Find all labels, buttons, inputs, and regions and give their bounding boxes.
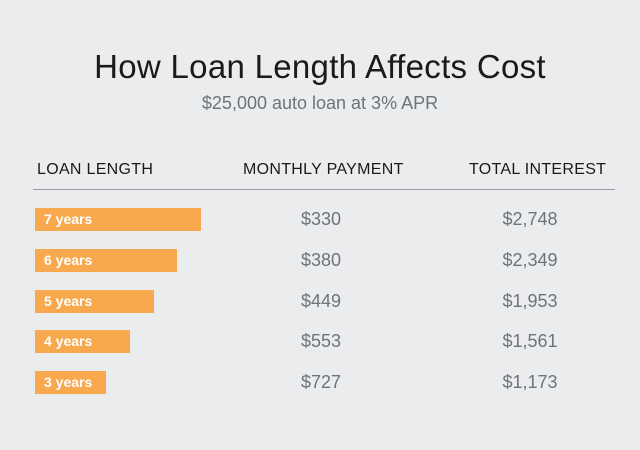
column-header-total-interest: TOTAL INTEREST [469, 161, 607, 178]
loan-length-bar [35, 371, 106, 394]
monthly-payment-value: $727 [300, 372, 342, 392]
column-header-loan-length: LOAN LENGTH [37, 161, 154, 178]
total-interest-value: $1,173 [502, 372, 558, 392]
loan-length-label: 7 years [44, 211, 93, 227]
monthly-payment-value: $449 [300, 290, 342, 311]
total-interest-value: $1,953 [502, 290, 558, 311]
total-interest-value: $1,561 [502, 331, 558, 352]
chart-title: How Loan Length Affects Cost [94, 48, 546, 85]
loan-length-bar [35, 208, 201, 231]
loan-length-label: 4 years [44, 333, 93, 350]
loan-length-label: 5 years [44, 292, 93, 309]
loan-length-bar [35, 248, 177, 272]
total-interest-value: $2,349 [502, 249, 558, 270]
loan-length-label: 3 years [44, 374, 93, 390]
column-header-monthly-payment: MONTHLY PAYMENT [243, 161, 404, 178]
loan-length-label: 6 years [44, 251, 93, 268]
header-divider [33, 189, 615, 190]
monthly-payment-value: $330 [300, 209, 342, 229]
chart-subtitle: $25,000 auto loan at 3% APR [201, 93, 439, 113]
monthly-payment-value: $553 [300, 331, 342, 352]
loan-length-bar [35, 289, 154, 313]
total-interest-value: $2,748 [502, 209, 558, 229]
monthly-payment-value: $380 [300, 249, 342, 270]
loan-length-bar [35, 330, 130, 354]
